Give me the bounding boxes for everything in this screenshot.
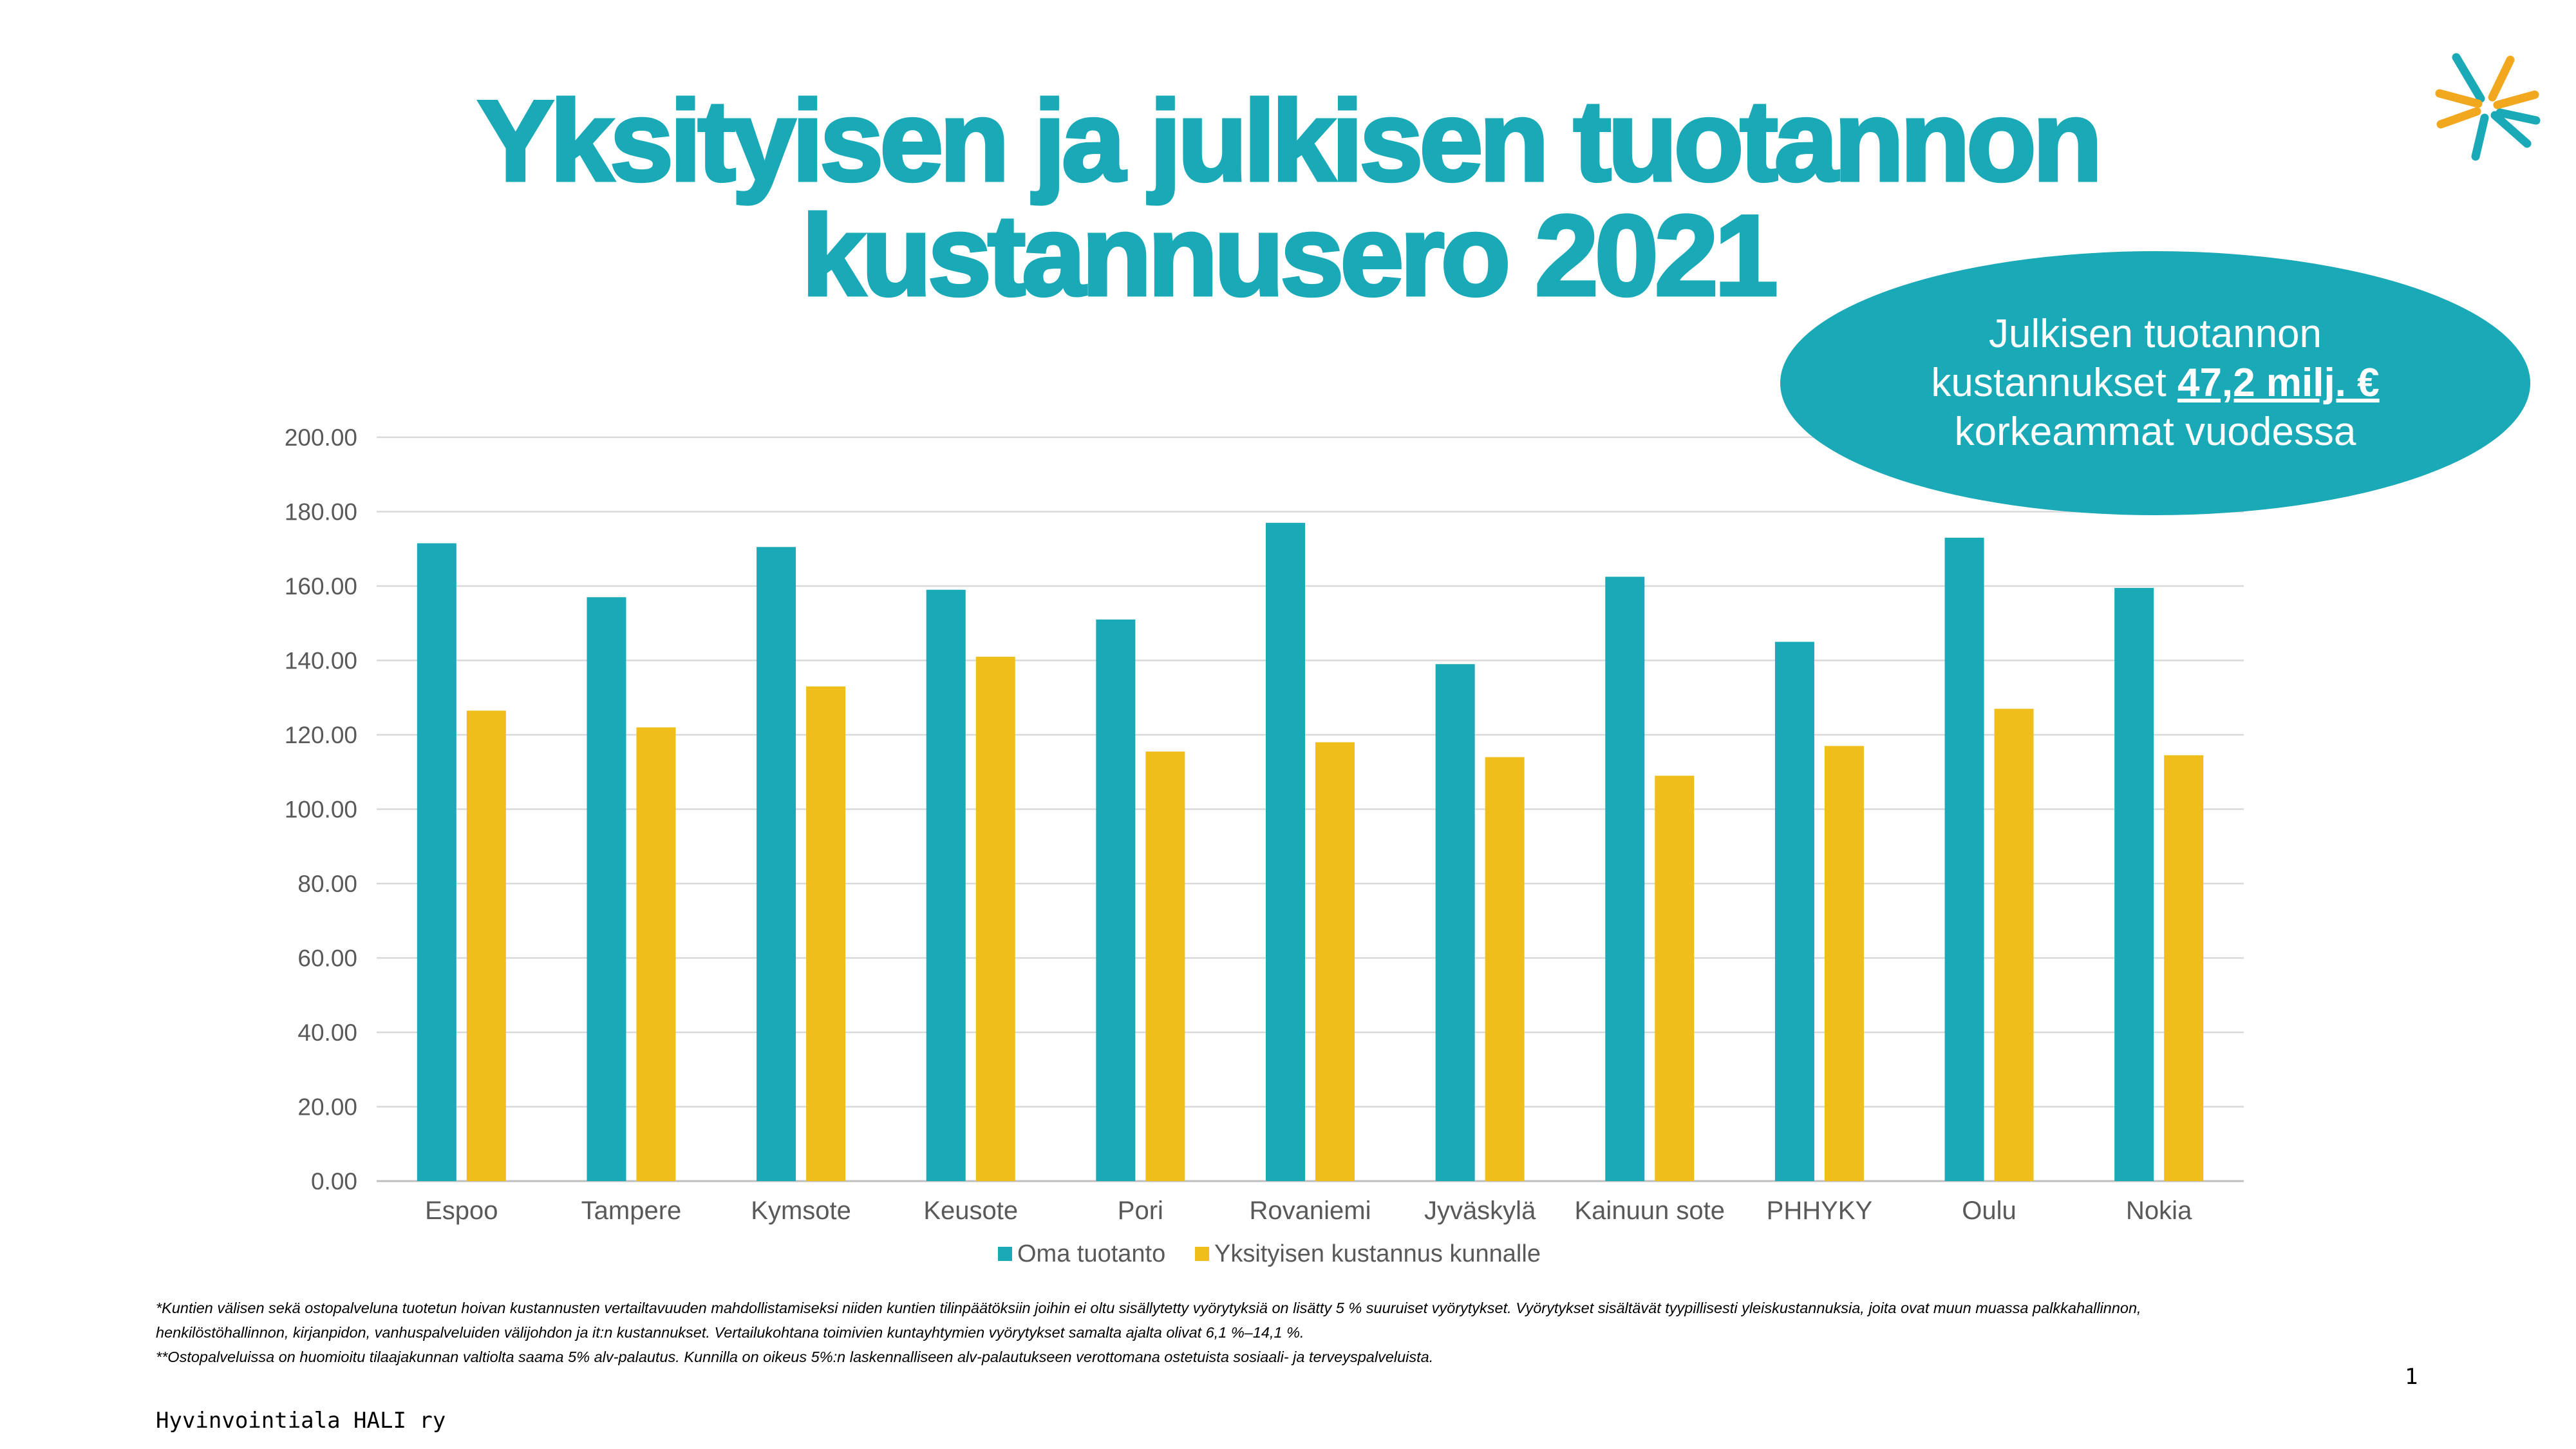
x-tick-label: Kainuun sote — [1575, 1197, 1725, 1225]
x-tick-label: Kymsote — [751, 1197, 851, 1225]
legend-label: Yksityisen kustannus kunnalle — [1214, 1240, 1541, 1267]
bar — [1485, 757, 1525, 1181]
x-tick-label: Oulu — [1962, 1197, 2017, 1225]
callout-line-2: kustannukset 47,2 milj. € — [1931, 359, 2379, 408]
footnote-line-3: **Ostopalveluissa on huomioitu tilaajaku… — [156, 1349, 1434, 1365]
bar — [1315, 742, 1355, 1181]
y-tick-label: 140.00 — [285, 648, 357, 674]
bar — [2114, 587, 2154, 1181]
bar — [2164, 755, 2204, 1181]
callout-line-1: Julkisen tuotannon — [1988, 312, 2322, 356]
callout-line-3: korkeammat vuodessa — [1954, 410, 2356, 454]
legend-swatch — [998, 1247, 1012, 1261]
bar — [466, 710, 506, 1181]
bar — [1266, 522, 1305, 1181]
legend-swatch — [1195, 1247, 1209, 1261]
x-tick-label: Tampere — [581, 1197, 682, 1225]
x-tick-label: Rovaniemi — [1250, 1197, 1371, 1225]
callout-amount: 47,2 milj. € — [2177, 361, 2380, 405]
y-tick-label: 40.00 — [297, 1019, 357, 1046]
bar — [636, 727, 676, 1181]
bar — [1605, 576, 1645, 1181]
x-tick-label: PHHYKY — [1767, 1197, 1873, 1225]
footer-organization: Hyvinvointiala HALI ry — [156, 1408, 446, 1434]
x-tick-label: Pori — [1118, 1197, 1163, 1225]
bar — [1774, 641, 1814, 1181]
x-tick-label: Jyväskylä — [1424, 1197, 1536, 1225]
bar — [1096, 619, 1136, 1181]
bar — [1435, 664, 1475, 1181]
bar — [975, 656, 1015, 1181]
bar — [1944, 537, 1984, 1181]
footnote-line-2: henkilöstöhallinnon, kirjanpidon, vanhus… — [156, 1324, 1304, 1341]
y-tick-label: 120.00 — [285, 722, 357, 748]
page-number: 1 — [2405, 1364, 2418, 1390]
bar — [1824, 746, 1864, 1181]
title-line-1: Yksityisen ja julkisen tuotannon — [476, 77, 2104, 205]
x-tick-label: Nokia — [2126, 1197, 2192, 1225]
y-tick-label: 20.00 — [297, 1094, 357, 1121]
bar — [417, 543, 456, 1181]
y-tick-label: 0.00 — [311, 1168, 357, 1195]
bar — [757, 547, 796, 1181]
cost-difference-callout: Julkisen tuotannon kustannukset 47,2 mil… — [1780, 251, 2530, 515]
footnote-line-1: *Kuntien välisen sekä ostopalveluna tuot… — [156, 1300, 2141, 1316]
y-tick-label: 180.00 — [285, 499, 357, 526]
bar — [587, 597, 626, 1181]
x-tick-label: Keusote — [923, 1197, 1018, 1225]
bar — [926, 589, 966, 1181]
hali-burst-logo-icon — [2435, 53, 2541, 161]
page-title: Yksityisen ja julkisen tuotannon kustann… — [0, 77, 2576, 319]
y-tick-label: 160.00 — [285, 573, 357, 600]
title-line-2: kustannusero 2021 — [800, 191, 1780, 319]
bar-chart: 0.00 20.00 40.00 60.00 80.00 100.00 120.00 140.… — [285, 424, 2244, 1267]
y-tick-label: 80.00 — [297, 871, 357, 897]
callout-line-2-prefix: kustannukset — [1931, 361, 2177, 405]
bar — [1655, 775, 1695, 1181]
legend-label: Oma tuotanto — [1017, 1240, 1165, 1267]
y-tick-label: 200.00 — [285, 424, 357, 451]
x-tick-label: Espoo — [425, 1197, 498, 1225]
bar — [1994, 708, 2034, 1181]
y-tick-label: 60.00 — [297, 945, 357, 972]
footnotes: *Kuntien välisen sekä ostopalveluna tuot… — [156, 1296, 2487, 1369]
bar — [806, 686, 846, 1181]
y-tick-label: 100.00 — [285, 797, 357, 823]
bar — [1145, 751, 1185, 1181]
